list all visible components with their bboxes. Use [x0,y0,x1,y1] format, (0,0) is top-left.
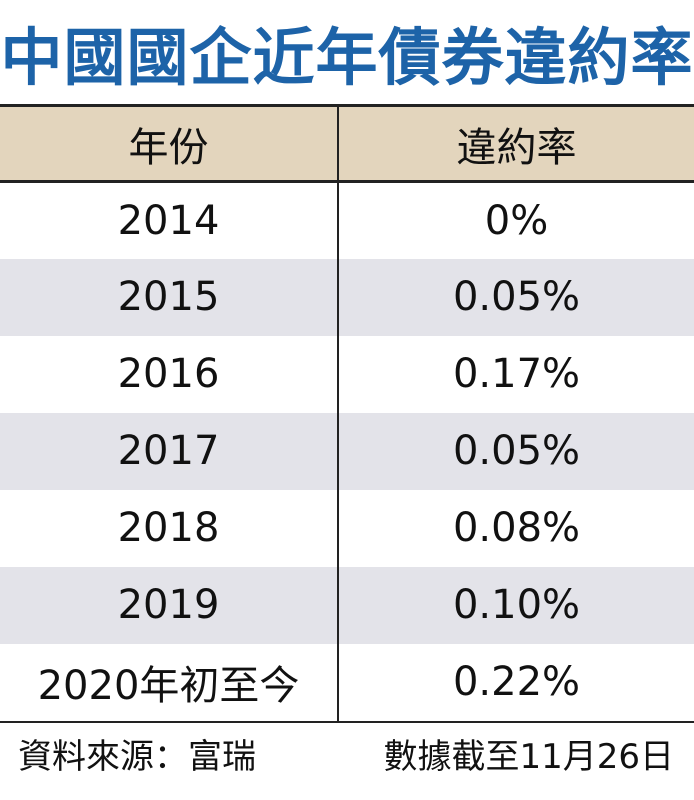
chart-title: 中國國企近年債券違約率 [0,21,694,94]
table-row: 2014 0% [0,181,694,259]
year-cell: 2020年初至今 [0,643,339,723]
year-cell: 2016 [0,335,339,413]
table-row: 2015 0.05% [0,258,694,336]
year-cell: 2014 [0,181,339,259]
data-date-note: 數據截至11月26日 [383,737,674,777]
rate-cell: 0% [484,197,549,244]
source-note: 資料來源：富瑞 [18,737,256,777]
column-header-default-rate: 違約率 [338,104,694,183]
footer: 資料來源：富瑞 數據截至11月26日 [0,723,694,785]
rate-cell: 0.17% [452,351,581,397]
rate-cell: 0.22% [338,643,694,723]
table-row: 2016 0.17% [0,335,694,413]
table-row: 2017 0.05% [0,412,694,490]
table-row: 2019 0.10% [0,566,694,644]
default-rate-table: 年份 違約率 2014 0% 2015 0.05% 2016 0.17% 201… [0,104,694,723]
year-cell: 2018 [0,489,339,567]
year-cell: 2019 [0,566,339,644]
year-cell: 2017 [0,412,339,490]
table-header-row: 年份 違約率 [0,104,694,183]
table-row: 2018 0.08% [0,489,694,567]
rate-cell: 0.08% [452,505,581,551]
rate-cell: 0.05% [452,274,581,320]
column-header-year: 年份 [0,104,339,183]
table-row: 2020年初至今 0.22% [0,643,694,723]
year-cell: 2015 [0,258,339,336]
rate-cell: 0.05% [452,428,581,474]
rate-cell: 0.10% [452,582,581,628]
